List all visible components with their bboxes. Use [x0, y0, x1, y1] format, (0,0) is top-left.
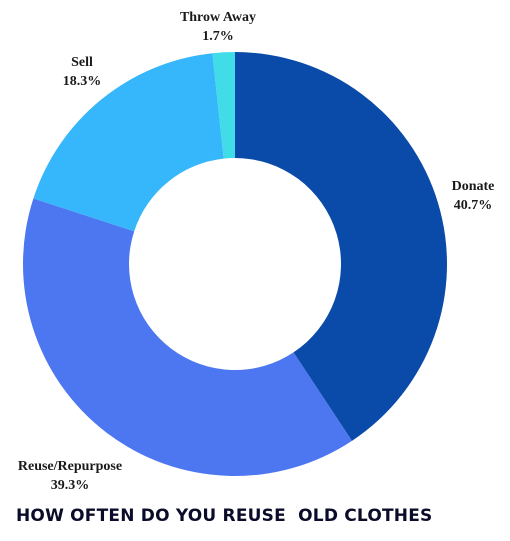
slice-donate: [235, 52, 447, 441]
slice-labels: Donate 40.7% Reuse/Repurpose 39.3% Sell 18.3%…: [18, 10, 495, 493]
slice-reuse-repurpose: [22, 198, 352, 476]
label-donate: Donate: [452, 179, 495, 194]
chart-title: HOW OFTEN DO YOU REUSE OLD CLOTHES: [16, 506, 433, 526]
value-label-throw-away: 1.7%: [202, 29, 234, 44]
donut-slices: [22, 52, 447, 476]
slice-sell: [33, 53, 224, 232]
value-label-donate: 40.7%: [454, 198, 493, 213]
label-throw-away: Throw Away: [180, 10, 256, 25]
label-reuse-repurpose: Reuse/Repurpose: [18, 459, 122, 474]
slice-throw-away: [212, 52, 235, 159]
value-label-reuse-repurpose: 39.3%: [51, 478, 90, 493]
label-sell: Sell: [71, 55, 93, 70]
value-label-sell: 18.3%: [63, 74, 102, 89]
